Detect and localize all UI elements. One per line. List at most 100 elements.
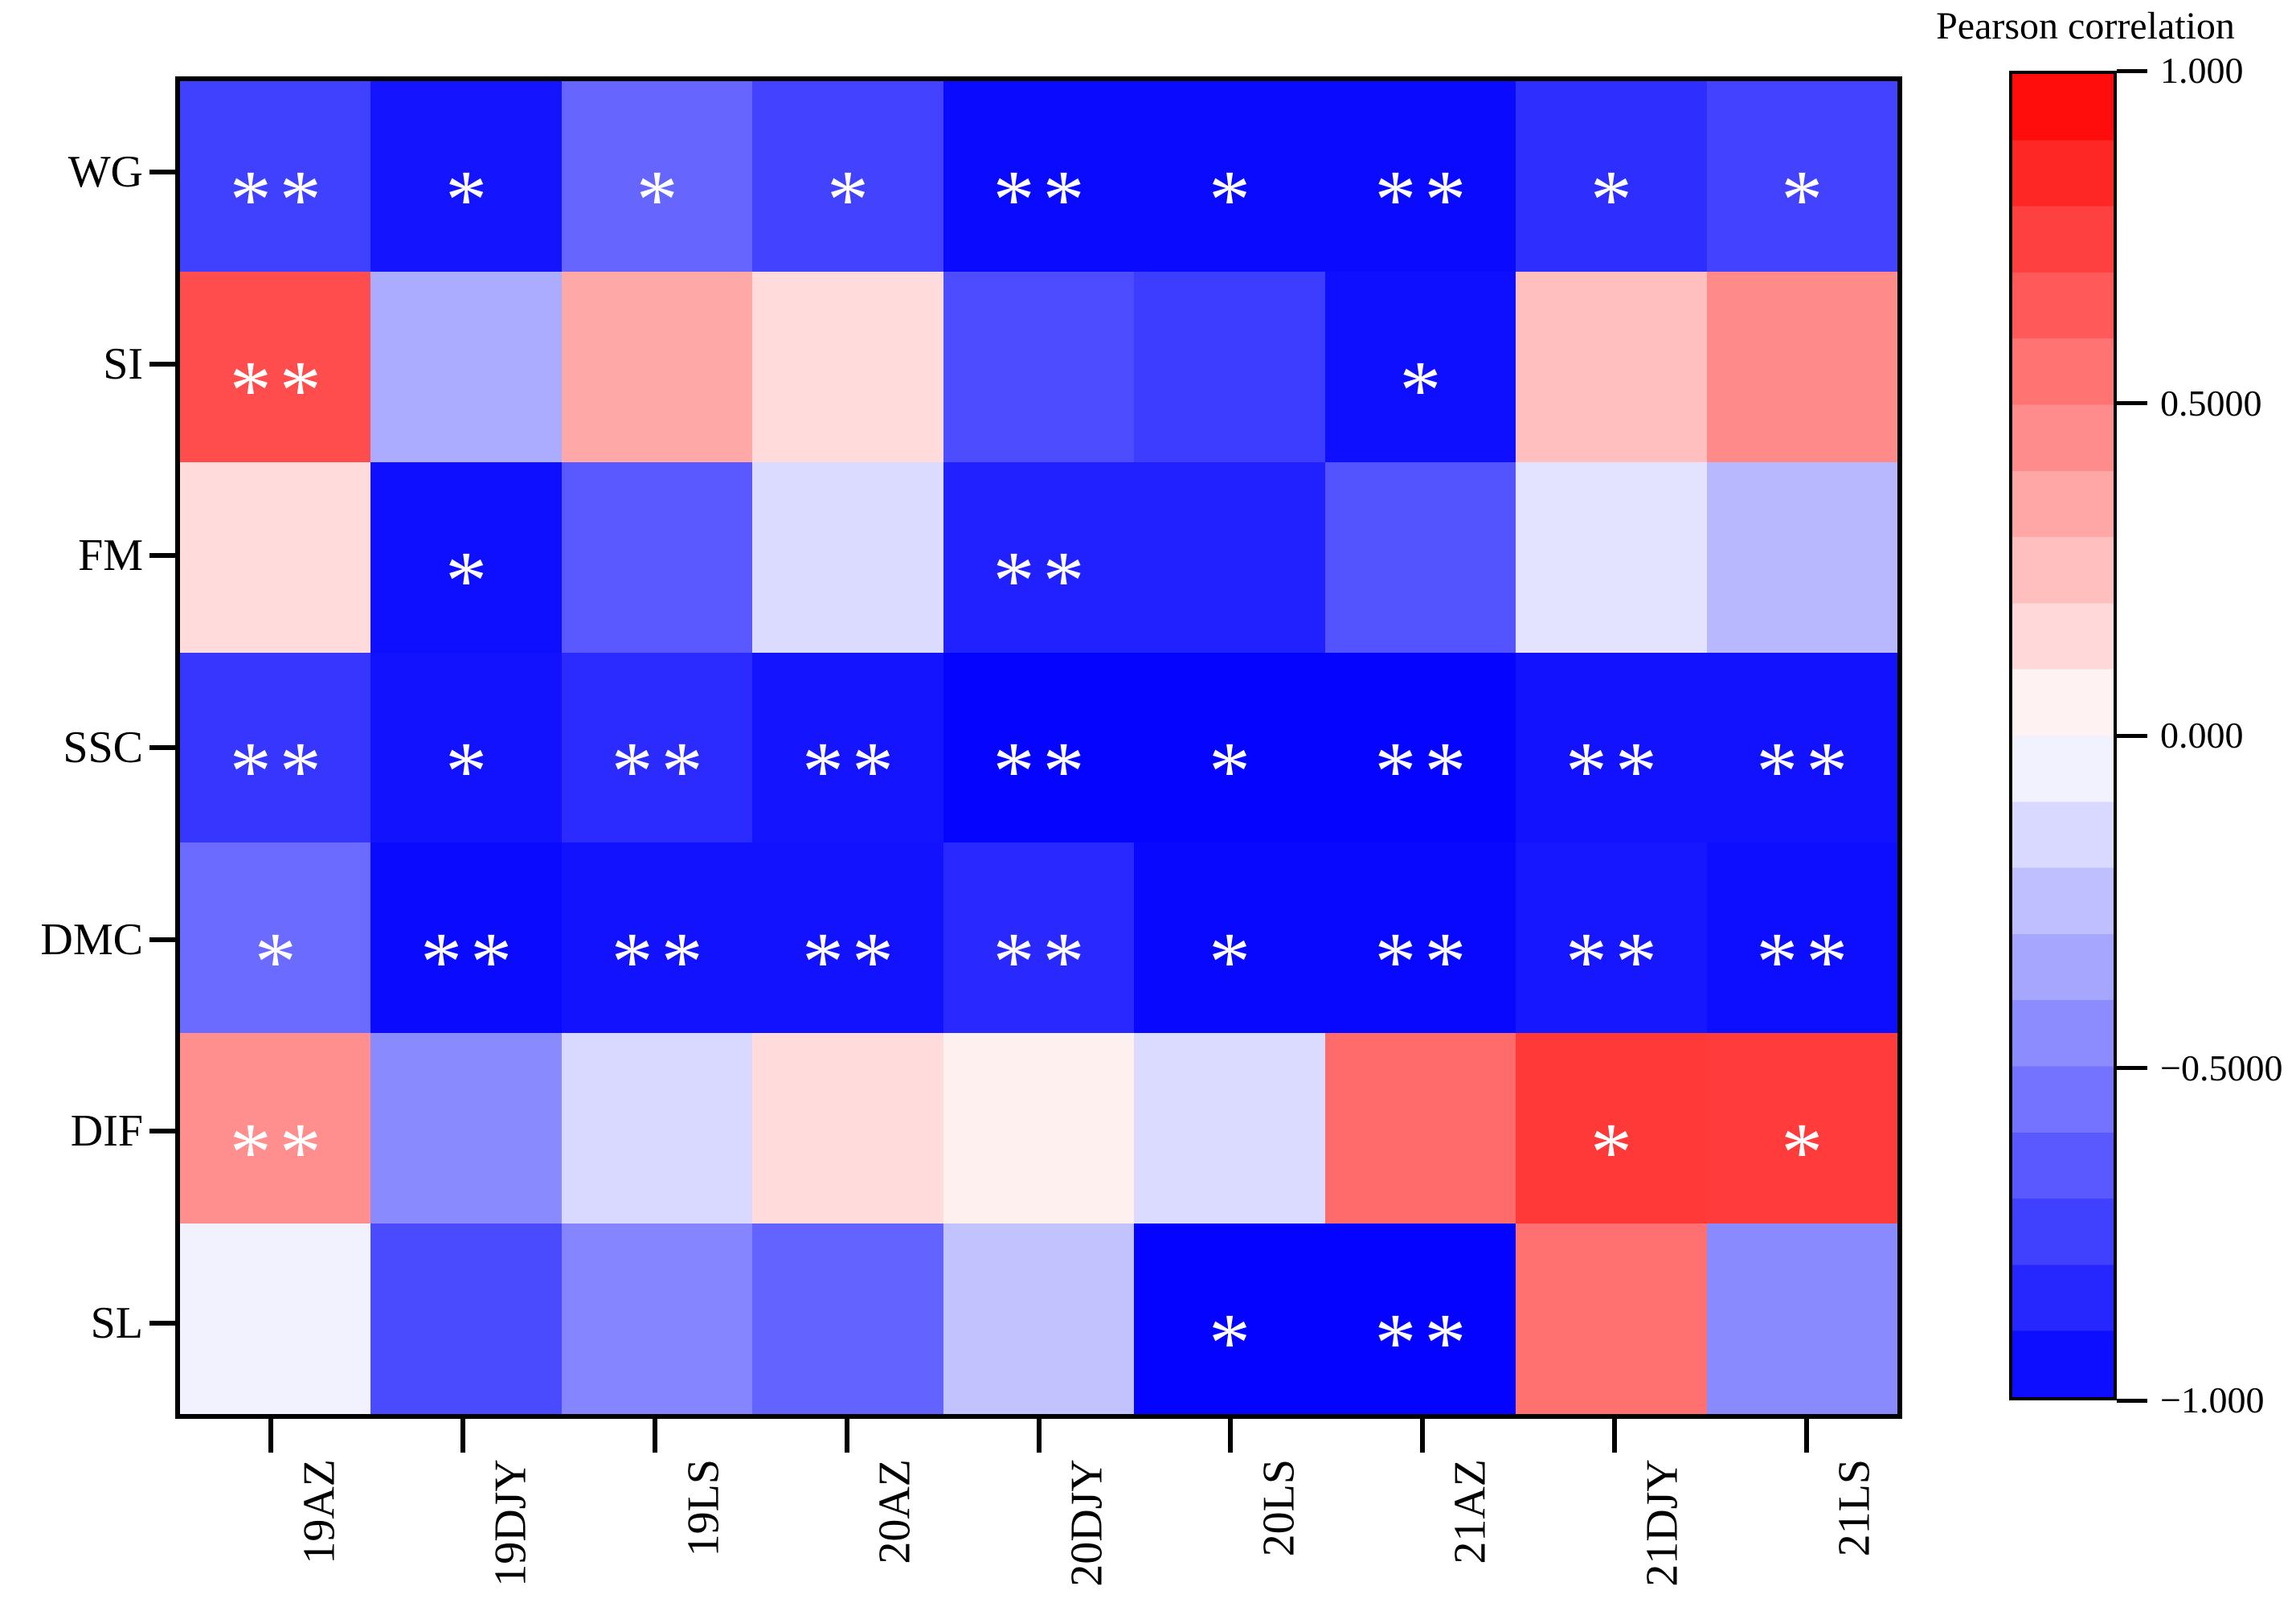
significance-asterisks: * — [1781, 1105, 1831, 1199]
heatmap-cell: ** — [561, 652, 753, 843]
x-axis-tick — [1611, 1419, 1617, 1453]
heatmap-cell — [1324, 1033, 1516, 1224]
heatmap-cell: ** — [180, 1033, 371, 1224]
significance-asterisks: ** — [992, 535, 1093, 628]
colorbar-tick — [2117, 401, 2147, 405]
heatmap-cell: ** — [943, 842, 1135, 1034]
heatmap-cell — [1516, 1224, 1707, 1414]
heatmap-cell: * — [752, 81, 943, 272]
significance-asterisks: ** — [229, 154, 329, 247]
significance-asterisks: ** — [1565, 724, 1665, 818]
x-axis-label: 21DJY — [1637, 1459, 1688, 1587]
heatmap-cell: * — [370, 81, 562, 272]
significance-asterisks: ** — [802, 915, 902, 1008]
heatmap-cell — [1134, 1033, 1325, 1224]
y-axis-tick — [149, 1129, 175, 1134]
heatmap-cell — [752, 271, 943, 462]
heatmap-cell — [370, 271, 562, 462]
heatmap-cell: * — [1134, 652, 1325, 843]
significance-asterisks: * — [1781, 154, 1831, 247]
y-axis-tick — [149, 745, 175, 750]
heatmap-cell — [1134, 461, 1325, 653]
colorbar-gradient — [2009, 71, 2117, 1400]
significance-asterisks: * — [1590, 154, 1640, 247]
heatmap-cell — [1706, 271, 1897, 462]
heatmap-cell: ** — [752, 842, 943, 1034]
significance-asterisks: ** — [1374, 915, 1475, 1008]
heatmap-cell: * — [1516, 1033, 1707, 1224]
colorbar-tick — [2117, 733, 2147, 738]
significance-asterisks: ** — [611, 724, 711, 818]
significance-asterisks: ** — [1756, 915, 1856, 1008]
y-axis-tick — [149, 553, 175, 559]
y-axis-tick — [149, 361, 175, 367]
heatmap-cell: * — [1706, 1033, 1897, 1224]
x-axis-tick — [460, 1419, 466, 1453]
heatmap-cell — [1706, 461, 1897, 653]
colorbar-tick-label: 1.000 — [2160, 50, 2244, 91]
heatmap-cell — [943, 271, 1135, 462]
y-axis-label: DIF — [70, 1106, 143, 1157]
significance-asterisks: ** — [229, 344, 329, 437]
colorbar-title: Pearson correlation — [1936, 5, 2235, 47]
colorbar-tick-label: 0.5000 — [2160, 382, 2262, 424]
significance-asterisks: ** — [611, 915, 711, 1008]
heatmap-cell: ** — [1706, 842, 1897, 1034]
heatmap-cell: ** — [180, 81, 371, 272]
heatmap-cell — [561, 271, 753, 462]
colorbar-tick-label: −1.000 — [2160, 1379, 2265, 1420]
y-axis-label: DMC — [40, 914, 143, 965]
significance-asterisks: ** — [1374, 1296, 1475, 1389]
heatmap-cell — [561, 461, 753, 653]
significance-asterisks: ** — [992, 915, 1093, 1008]
heatmap-cell — [752, 1224, 943, 1414]
x-axis-tick — [1036, 1419, 1042, 1453]
y-axis-label: SSC — [63, 723, 143, 773]
colorbar-tick-label: 0.000 — [2160, 715, 2244, 756]
x-axis-label: 19LS — [677, 1459, 728, 1557]
x-axis-label: 20DJY — [1062, 1459, 1112, 1587]
significance-asterisks: * — [445, 535, 496, 628]
significance-asterisks: * — [1590, 1105, 1640, 1199]
significance-asterisks: ** — [229, 1105, 329, 1199]
significance-asterisks: ** — [1565, 915, 1665, 1008]
significance-asterisks: * — [1208, 724, 1259, 818]
heatmap-cell — [370, 1224, 562, 1414]
significance-asterisks: * — [1208, 915, 1259, 1008]
heatmap-cell — [1516, 461, 1707, 653]
x-axis-label: 20LS — [1254, 1459, 1304, 1557]
x-axis-tick — [844, 1419, 849, 1453]
heatmap-cell: ** — [1324, 842, 1516, 1034]
y-axis-tick — [149, 937, 175, 942]
heatmap-cell: * — [180, 842, 371, 1034]
heatmap-cell — [561, 1224, 753, 1414]
y-axis-tick — [149, 1320, 175, 1326]
significance-asterisks: ** — [992, 724, 1093, 818]
significance-asterisks: * — [254, 915, 305, 1008]
x-axis-tick — [652, 1419, 657, 1453]
heatmap-cell: ** — [1516, 652, 1707, 843]
significance-asterisks: * — [1208, 154, 1259, 247]
heatmap-cell — [752, 1033, 943, 1224]
x-axis-label: 21AZ — [1446, 1459, 1496, 1564]
heatmap-cell — [370, 1033, 562, 1224]
heatmap-cell: ** — [1324, 81, 1516, 272]
heatmap-cell: ** — [1324, 1224, 1516, 1414]
colorbar-tick — [2117, 1066, 2147, 1070]
significance-asterisks: ** — [420, 915, 521, 1008]
x-axis-label: 21LS — [1829, 1459, 1880, 1557]
x-axis-tick — [1228, 1419, 1234, 1453]
heatmap-cell: ** — [561, 842, 753, 1034]
x-axis-label: 19AZ — [294, 1459, 345, 1564]
x-axis-tick — [268, 1419, 274, 1453]
heatmap-cell — [561, 1033, 753, 1224]
heatmap-cell: * — [1134, 842, 1325, 1034]
heatmap-cell: * — [561, 81, 753, 272]
heatmap-cell — [1134, 271, 1325, 462]
significance-asterisks: * — [827, 154, 878, 247]
significance-asterisks: ** — [1374, 154, 1475, 247]
heatmap-cell: ** — [943, 461, 1135, 653]
colorbar-tick — [2117, 68, 2147, 73]
significance-asterisks: * — [1399, 344, 1450, 437]
